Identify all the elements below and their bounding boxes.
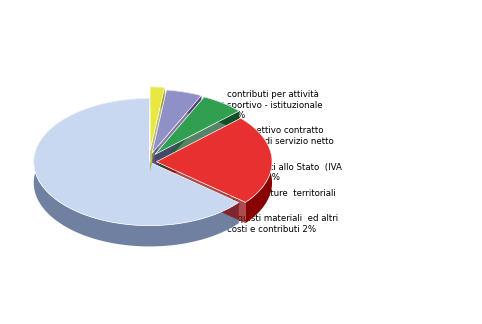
Polygon shape: [166, 90, 201, 116]
Polygon shape: [152, 96, 201, 174]
Polygon shape: [156, 118, 241, 183]
Polygon shape: [149, 162, 239, 223]
Polygon shape: [150, 87, 165, 108]
Polygon shape: [156, 162, 245, 223]
Polygon shape: [204, 97, 239, 132]
Polygon shape: [155, 97, 204, 175]
Polygon shape: [241, 118, 272, 223]
Polygon shape: [156, 118, 272, 202]
Polygon shape: [34, 98, 239, 247]
Polygon shape: [34, 98, 239, 226]
Polygon shape: [155, 111, 239, 175]
Polygon shape: [155, 97, 239, 155]
Polygon shape: [152, 90, 201, 153]
Polygon shape: [152, 90, 166, 174]
Polygon shape: [150, 87, 165, 150]
Legend: contributi per attività
sportivo - istituzionale
64%, corrispettivo contratto
an: contributi per attività sportivo - istit…: [216, 90, 341, 234]
Polygon shape: [150, 87, 165, 171]
